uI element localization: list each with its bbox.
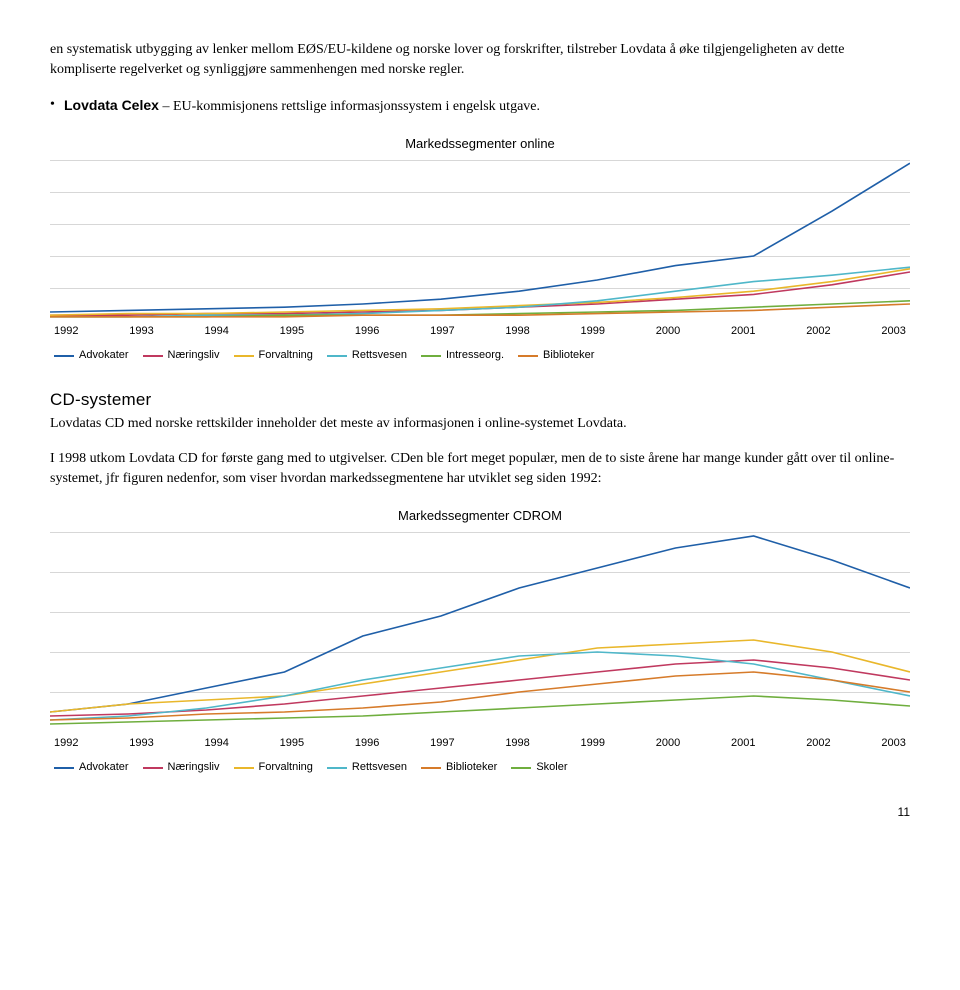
legend-item: Næringsliv [143,348,220,364]
chart-online-xaxis: 1992 1993 1994 1995 1996 1997 1998 1999 2000 2001… [50,320,910,340]
x-label: 2002 [806,324,830,340]
x-label: 2001 [731,736,755,752]
x-label: 1997 [430,324,454,340]
legend-swatch [54,355,74,357]
x-label: 2000 [656,324,680,340]
x-label: 2002 [806,736,830,752]
legend-swatch [421,767,441,769]
legend-label: Advokater [79,760,129,776]
page-number: 11 [50,804,910,821]
legend-item: Rettsvesen [327,348,407,364]
intro-paragraph: en systematisk utbygging av lenker mello… [50,40,910,81]
celex-label: Lovdata Celex [64,97,159,113]
legend-item: Skoler [511,760,567,776]
legend-swatch [234,767,254,769]
x-label: 1996 [355,324,379,340]
x-label: 1995 [280,736,304,752]
legend-swatch [327,355,347,357]
legend-item: Intresseorg. [421,348,504,364]
x-label: 1999 [581,324,605,340]
x-label: 1997 [430,736,454,752]
legend-label: Forvaltning [259,760,313,776]
legend-swatch [54,767,74,769]
cd-paragraph-1: Lovdatas CD med norske rettskilder inneh… [50,414,910,434]
chart-cdrom-svg [50,532,910,732]
celex-text: Lovdata Celex – EU-kommisjonens rettslig… [64,95,910,117]
cd-paragraph-2: I 1998 utkom Lovdata CD for første gang … [50,449,910,490]
x-label: 2003 [881,324,905,340]
legend-label: Rettsvesen [352,760,407,776]
legend-label: Næringsliv [168,760,220,776]
chart-cdrom-xaxis: 1992 1993 1994 1995 1996 1997 1998 1999 2000 2001… [50,732,910,752]
x-label: 2000 [656,736,680,752]
chart-cdrom-title: Markedssegmenter CDROM [50,507,910,526]
legend-item: Biblioteker [518,348,594,364]
bullet-dot: • [50,95,64,117]
celex-description: – EU-kommisjonens rettslige informasjons… [159,99,540,114]
chart-cdrom-legend: Advokater Næringsliv Forvaltning Rettsvesen… [50,752,910,776]
legend-item: Advokater [54,348,129,364]
legend-swatch [511,767,531,769]
legend-item: Advokater [54,760,129,776]
legend-swatch [421,355,441,357]
legend-item: Forvaltning [234,348,313,364]
chart-online-legend: Advokater Næringsliv Forvaltning Rettsvesen… [50,340,910,364]
x-label: 1996 [355,736,379,752]
x-label: 1994 [204,736,228,752]
legend-item: Biblioteker [421,760,497,776]
legend-label: Rettsvesen [352,348,407,364]
legend-item: Rettsvesen [327,760,407,776]
chart-online-title: Markedssegmenter online [50,135,910,154]
legend-label: Næringsliv [168,348,220,364]
x-label: 1993 [129,324,153,340]
legend-swatch [327,767,347,769]
legend-label: Skoler [536,760,567,776]
legend-label: Forvaltning [259,348,313,364]
x-label: 1992 [54,324,78,340]
legend-item: Forvaltning [234,760,313,776]
legend-label: Biblioteker [543,348,594,364]
chart-online-svg [50,160,910,320]
legend-label: Intresseorg. [446,348,504,364]
x-label: 1998 [505,324,529,340]
x-label: 2003 [881,736,905,752]
legend-label: Biblioteker [446,760,497,776]
legend-swatch [234,355,254,357]
chart-online: Markedssegmenter online 1992 1993 1994 1995… [50,135,910,364]
x-label: 1993 [129,736,153,752]
legend-item: Næringsliv [143,760,220,776]
x-label: 1998 [505,736,529,752]
chart-cdrom: Markedssegmenter CDROM 19921993199419951… [50,507,910,776]
legend-label: Advokater [79,348,129,364]
x-label: 1999 [581,736,605,752]
legend-swatch [143,767,163,769]
celex-bullet-item: • Lovdata Celex – EU-kommisjonens rettsl… [50,95,910,117]
legend-swatch [143,355,163,357]
legend-swatch [518,355,538,357]
x-label: 1995 [280,324,304,340]
x-label: 2001 [731,324,755,340]
x-label: 1992 [54,736,78,752]
x-label: 1994 [204,324,228,340]
cd-systemer-heading: CD-systemer [50,388,910,413]
